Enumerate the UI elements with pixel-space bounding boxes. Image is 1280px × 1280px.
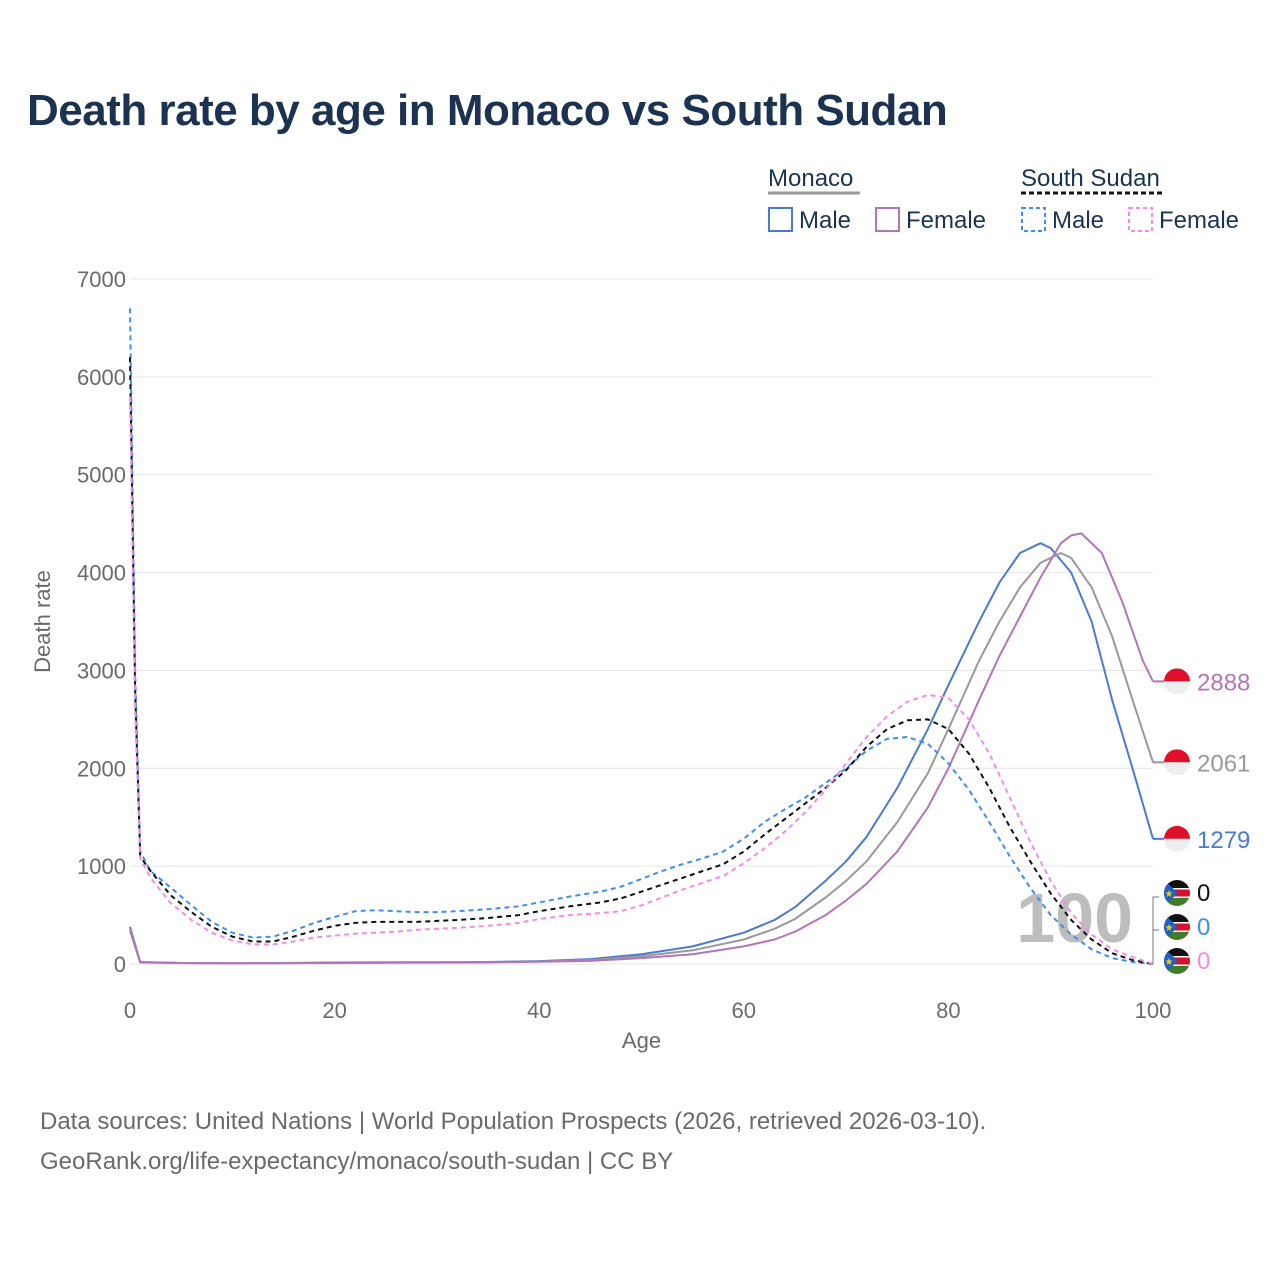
legend-item-monaco-male[interactable]: Male bbox=[768, 207, 851, 234]
x-tick-label-40: 40 bbox=[527, 998, 551, 1023]
y-tick-label-0: 0 bbox=[114, 952, 126, 977]
legend-group-title: Monaco bbox=[768, 165, 853, 192]
series-line-monaco-male bbox=[129, 542, 1154, 965]
legend: Monaco Male Female South Sudan Male Female bbox=[768, 165, 1239, 234]
end-label-south-sudan-female: 0 bbox=[1197, 948, 1210, 975]
legend-label: Female bbox=[906, 207, 986, 234]
legend-group-monaco: Monaco Male Female bbox=[768, 165, 986, 234]
legend-swatch bbox=[1021, 207, 1046, 232]
end-label-monaco-female: 2888 bbox=[1197, 669, 1250, 696]
legend-label: Male bbox=[1052, 207, 1104, 234]
x-axis-title: Age bbox=[622, 1028, 661, 1053]
y-axis-title: Death rate bbox=[30, 570, 55, 673]
x-tick-label-80: 80 bbox=[936, 998, 960, 1023]
end-labels: 1279 2061 2888 ★ 0 ★ 0 ★ 0 bbox=[1152, 668, 1250, 975]
x-tick-label-20: 20 bbox=[322, 998, 346, 1023]
series-line-south-sudan-male bbox=[129, 308, 1154, 965]
legend-group-title: South Sudan bbox=[1021, 165, 1160, 192]
y-tick-label-4000: 4000 bbox=[77, 561, 126, 586]
y-tick-label-7000: 7000 bbox=[77, 267, 126, 292]
flag-monaco-female-icon bbox=[1164, 668, 1190, 695]
y-tick-label-5000: 5000 bbox=[77, 463, 126, 488]
legend-swatch bbox=[875, 207, 900, 232]
series bbox=[129, 308, 1154, 965]
series-line-monaco-female bbox=[129, 532, 1154, 965]
x-tick-label-0: 0 bbox=[124, 998, 136, 1023]
end-label-monaco-male: 1279 bbox=[1197, 827, 1250, 854]
legend-item-south-sudan-female[interactable]: Female bbox=[1128, 207, 1239, 234]
legend-swatch bbox=[768, 207, 793, 232]
legend-swatch bbox=[1128, 207, 1153, 232]
flag-monaco-both-icon bbox=[1164, 749, 1190, 776]
flag-south-sudan-both-icon: ★ bbox=[1164, 880, 1190, 906]
end-label-bracket bbox=[1152, 896, 1159, 964]
chart-title: Death rate by age in Monaco vs South Sud… bbox=[27, 86, 948, 135]
axes: 0 1000 2000 3000 4000 5000 6000 7000 0 20 40 60 80 10… bbox=[30, 267, 1171, 1053]
end-label-monaco-both: 2061 bbox=[1197, 750, 1250, 777]
flag-south-sudan-female-icon: ★ bbox=[1164, 948, 1190, 974]
flag-south-sudan-male-icon: ★ bbox=[1164, 914, 1190, 940]
legend-group-south-sudan: South Sudan Male Female bbox=[1021, 165, 1239, 234]
legend-item-south-sudan-male[interactable]: Male bbox=[1021, 207, 1104, 234]
legend-label: Female bbox=[1159, 207, 1239, 234]
series-line-south-sudan-female bbox=[129, 396, 1154, 965]
y-tick-label-6000: 6000 bbox=[77, 365, 126, 390]
svg-text:★: ★ bbox=[1165, 957, 1174, 968]
svg-text:★: ★ bbox=[1165, 889, 1174, 900]
legend-item-monaco-female[interactable]: Female bbox=[875, 207, 986, 234]
svg-text:★: ★ bbox=[1165, 923, 1174, 934]
legend-label: Male bbox=[799, 207, 851, 234]
series-line-monaco-both bbox=[129, 552, 1154, 965]
series-line-south-sudan-both bbox=[129, 357, 1154, 965]
y-tick-label-3000: 3000 bbox=[77, 658, 126, 683]
end-label-south-sudan-male: 0 bbox=[1197, 914, 1210, 941]
y-tick-label-1000: 1000 bbox=[77, 854, 126, 879]
flag-monaco-male-icon bbox=[1164, 825, 1190, 852]
end-label-south-sudan-both: 0 bbox=[1197, 880, 1210, 907]
x-tick-label-60: 60 bbox=[732, 998, 756, 1023]
attribution-link[interactable]: GeoRank.org/life-expectancy/monaco/south… bbox=[40, 1148, 674, 1175]
y-tick-label-2000: 2000 bbox=[77, 756, 126, 781]
data-source-note: Data sources: United Nations | World Pop… bbox=[40, 1108, 987, 1135]
x-tick-label-100: 100 bbox=[1135, 998, 1172, 1023]
